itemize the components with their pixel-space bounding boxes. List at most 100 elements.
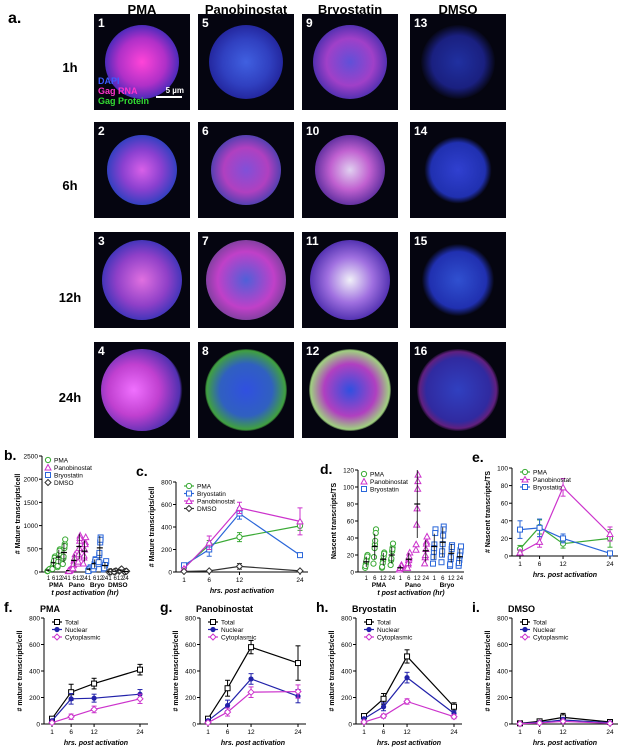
cell-image	[309, 349, 391, 431]
y-tick-label: 0	[34, 570, 38, 577]
panel-letter: i.	[472, 599, 480, 615]
y-tick-label: 80	[501, 483, 509, 490]
column-header-pma: PMA	[127, 2, 157, 17]
data-point	[440, 526, 447, 533]
y-tick-label: 2500	[24, 454, 39, 461]
group-label: Bryo	[440, 582, 455, 589]
data-point	[372, 529, 379, 537]
x-tick-label: 12	[117, 576, 124, 582]
y-tick-label: 200	[29, 695, 40, 702]
group-label: DMSO	[108, 582, 128, 589]
tile-number: 8	[202, 344, 209, 358]
microscopy-tile-13: 13	[410, 14, 506, 110]
data-point	[412, 520, 421, 528]
data-point	[364, 553, 371, 560]
tile-number: 9	[306, 16, 313, 30]
legend-marker	[44, 478, 52, 487]
legend-marker	[44, 463, 52, 471]
cell-image	[206, 240, 286, 320]
data-point	[440, 532, 447, 539]
cell-image	[209, 25, 283, 99]
legend-label: Nuclear	[221, 627, 244, 634]
chart-panel-i: i. DMSO 0 200 400 600 800 # mature transcripts/…	[472, 599, 618, 747]
x-tick-label: 24	[388, 576, 395, 582]
y-tick-label: 400	[29, 669, 40, 676]
data-point	[387, 561, 394, 569]
data-point	[67, 713, 75, 721]
series-line-panobinostat	[183, 507, 301, 570]
x-tick-label: 12	[96, 576, 103, 582]
column-header-dmso: DMSO	[438, 2, 478, 17]
legend-label: Total	[221, 620, 235, 627]
legend-label: Panobinostat	[197, 499, 235, 506]
microscopy-tile-16: 16	[410, 342, 506, 438]
data-point	[606, 529, 614, 537]
x-tick-label: 1	[182, 577, 186, 584]
series-line-nuclear	[51, 693, 141, 722]
data-point	[370, 560, 377, 567]
data-point	[389, 540, 397, 547]
legend-marker	[210, 619, 216, 625]
y-tick-label: 200	[161, 547, 172, 554]
legend-marker	[185, 504, 193, 513]
microscopy-tile-3: 3	[94, 232, 190, 328]
tile-number: 4	[98, 344, 105, 358]
row-label-24h: 24h	[58, 390, 82, 405]
data-point	[372, 537, 379, 544]
data-point	[224, 685, 231, 692]
y-axis-label: Nascent transcripts/TS	[331, 483, 338, 560]
x-tick-label: 24	[61, 576, 68, 582]
cell-image	[205, 349, 287, 431]
tile-number: 15	[414, 234, 428, 248]
microscopy-tile-2: 2	[94, 122, 190, 218]
row-label-1h: 1h	[62, 60, 78, 75]
x-tick-label: 6	[382, 729, 386, 736]
tile-number: 10	[306, 124, 320, 138]
x-tick-label: 24	[296, 577, 304, 584]
legend-marker	[522, 626, 528, 633]
scale-bar-label: 5 µm	[165, 86, 184, 95]
data-point	[90, 705, 98, 714]
data-point	[59, 560, 66, 568]
legend-label: Panobinostat	[54, 465, 92, 472]
legend-marker	[365, 633, 373, 641]
series-line-pma	[519, 526, 611, 550]
tile-number: 6	[202, 124, 209, 138]
series-line-nuclear	[207, 678, 299, 722]
y-tick-label: 600	[161, 502, 172, 509]
data-point	[97, 536, 104, 543]
tile-number: 2	[98, 124, 105, 138]
x-tick-label: 6	[114, 576, 118, 582]
series-line-dmso	[183, 565, 301, 573]
data-point	[379, 563, 386, 570]
data-point	[370, 554, 378, 561]
data-point	[517, 526, 523, 533]
channel-legend-gag-rna: Gag RNA	[98, 86, 138, 96]
chart-panel-f: f. PMA 0 200 400 600 800 # mature transcripts/c…	[4, 599, 148, 747]
data-point	[247, 688, 255, 696]
x-tick-label: 1	[365, 576, 369, 582]
x-tick-label: 6	[407, 576, 411, 582]
legend-marker	[366, 626, 372, 633]
data-point	[54, 562, 61, 570]
data-point	[95, 559, 102, 566]
y-tick-label: 1000	[24, 523, 39, 530]
x-tick-label: 1	[399, 576, 403, 582]
legend-marker	[521, 468, 529, 476]
x-tick-label: 6	[69, 729, 73, 736]
y-tick-label: 800	[497, 616, 508, 623]
y-tick-label: 1500	[24, 500, 39, 507]
x-tick-label: 24	[136, 729, 144, 736]
y-tick-label: 400	[497, 669, 508, 676]
data-point	[412, 540, 420, 548]
legend-marker	[185, 496, 193, 504]
data-point	[294, 687, 302, 696]
cell-image	[105, 25, 179, 99]
panel-letter: g.	[160, 599, 172, 615]
data-point	[223, 708, 232, 716]
tile-number: 1	[98, 16, 105, 30]
data-point	[248, 644, 255, 651]
y-tick-label: 600	[341, 642, 352, 649]
x-tick-label: 12	[403, 729, 411, 736]
tile-number: 7	[202, 234, 209, 248]
